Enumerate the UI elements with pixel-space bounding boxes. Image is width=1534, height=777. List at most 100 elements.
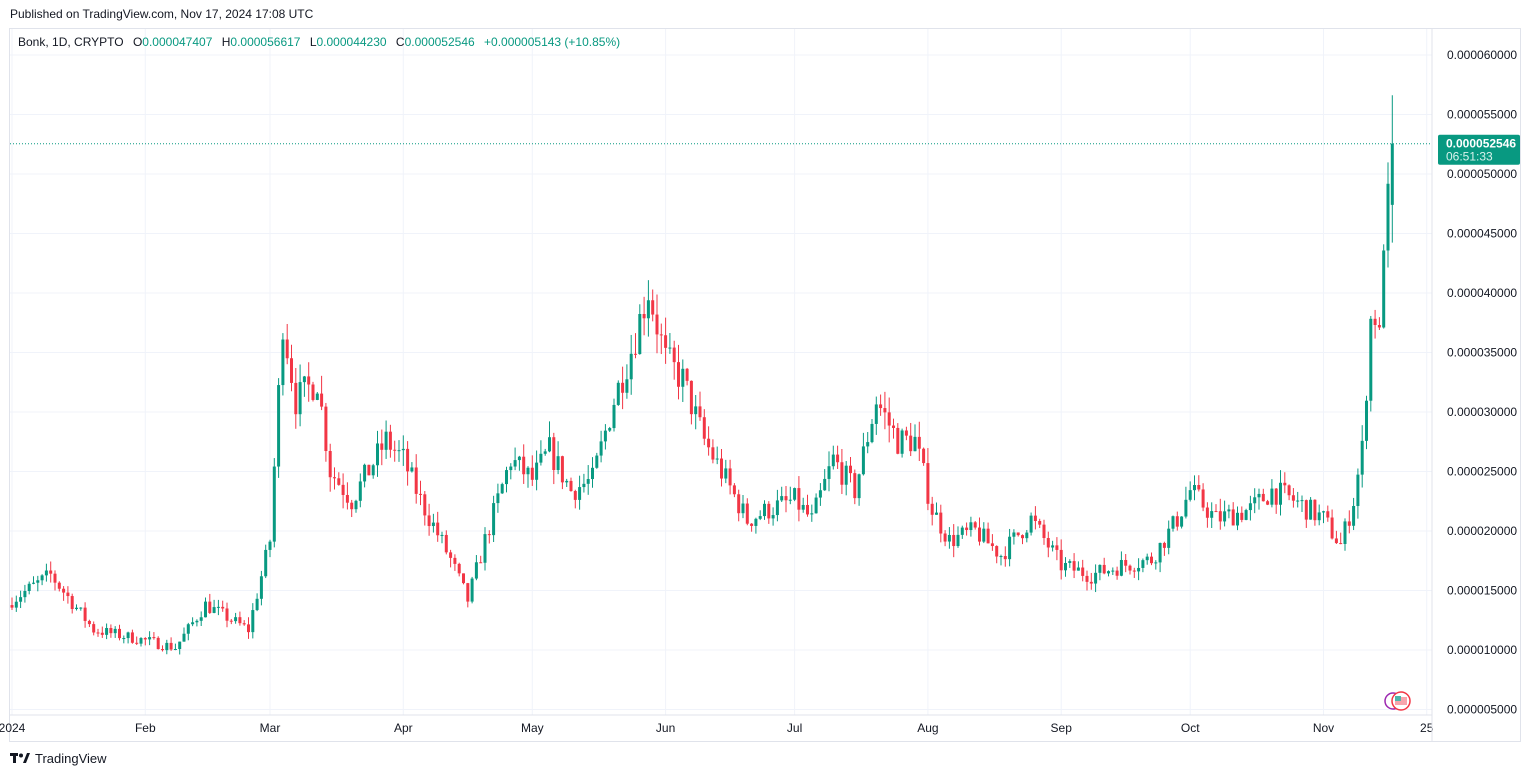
x-tick-label: Aug <box>917 721 938 735</box>
candle-down <box>720 458 723 479</box>
candle-up <box>1279 482 1282 505</box>
candle-down <box>896 427 900 454</box>
candle-up <box>259 576 263 599</box>
candle-down <box>1330 517 1334 539</box>
candle-down <box>1089 581 1093 584</box>
x-tick-label: May <box>521 721 544 735</box>
candle-up <box>1365 400 1368 441</box>
candle-up <box>44 570 48 576</box>
candle-down <box>436 522 440 536</box>
candle-up <box>668 347 672 349</box>
candle-down <box>698 406 702 418</box>
candle-up <box>204 601 207 618</box>
candle-down <box>414 467 418 494</box>
candle-up <box>724 468 728 479</box>
candle-up <box>1317 512 1321 521</box>
candle-down <box>1287 485 1291 496</box>
candle-down <box>341 484 345 495</box>
candle-down <box>1102 564 1106 574</box>
candle-down <box>1291 495 1295 501</box>
candle-down <box>1197 485 1201 490</box>
candle-down <box>109 627 113 634</box>
candle-up <box>113 628 117 634</box>
candle-up <box>999 556 1003 558</box>
candle-up <box>1382 250 1386 328</box>
candle-down <box>143 638 147 640</box>
candle-down <box>1326 511 1330 518</box>
candle-down <box>849 465 852 474</box>
candle-up <box>960 527 964 535</box>
candle-up <box>148 637 152 640</box>
candle-up <box>591 467 594 480</box>
candle-down <box>634 353 637 355</box>
candle-up <box>23 591 27 598</box>
candle-up <box>1343 521 1347 544</box>
candle-down <box>1033 515 1037 522</box>
candle-up <box>500 484 504 494</box>
candle-down <box>1042 524 1046 539</box>
candle-down <box>307 376 311 385</box>
x-tick-label: Jul <box>787 721 802 735</box>
candle-up <box>315 393 319 400</box>
candle-down <box>651 300 655 315</box>
candle-down <box>1304 500 1308 520</box>
high-value: 0.000056617 <box>230 35 301 49</box>
candle-up <box>1167 528 1171 548</box>
candle-down <box>573 491 577 500</box>
candle-down <box>96 632 100 634</box>
candle-up <box>1180 516 1184 527</box>
candle-down <box>930 503 934 515</box>
brand-name: TradingView <box>35 751 107 766</box>
candle-down <box>10 605 14 608</box>
x-tick-label: Feb <box>135 721 156 735</box>
candle-up <box>861 446 865 475</box>
tradingview-brand[interactable]: TradingView <box>10 751 107 766</box>
candle-up <box>517 456 521 461</box>
candle-down <box>393 449 397 451</box>
y-tick-label: 0.000060000 <box>1447 48 1517 62</box>
candle-down <box>1085 575 1089 582</box>
candle-down <box>1059 549 1063 571</box>
candle-up <box>474 562 478 579</box>
candle-up <box>195 620 199 623</box>
candle-down <box>324 406 328 452</box>
candle-up <box>1322 511 1325 513</box>
candle-down <box>350 502 354 510</box>
candle-up <box>818 490 822 498</box>
candle-up <box>505 470 508 485</box>
candle-up <box>1076 567 1080 571</box>
x-tick-label: Sep <box>1051 721 1073 735</box>
candle-up <box>75 607 78 610</box>
candle-up <box>1188 490 1192 500</box>
y-tick-label: 0.000045000 <box>1447 227 1517 241</box>
candle-down <box>406 448 410 472</box>
candle-up <box>1171 516 1175 529</box>
candle-up <box>603 430 607 442</box>
candle-up <box>771 515 775 519</box>
candle-down <box>943 533 947 542</box>
candle-down <box>560 456 564 483</box>
candle-down <box>737 494 741 514</box>
candle-down <box>221 606 225 609</box>
candle-down <box>449 552 453 558</box>
candle-down <box>664 335 668 348</box>
candle-down <box>917 436 921 449</box>
candle-up <box>900 430 904 454</box>
candle-down <box>462 573 465 584</box>
candle-up <box>715 458 719 460</box>
candle-up <box>1051 545 1055 548</box>
candle-down <box>1339 543 1343 545</box>
candle-up <box>302 376 306 383</box>
candle-down <box>879 404 883 409</box>
flag-canton <box>1395 696 1401 701</box>
candle-up <box>1158 542 1162 563</box>
candle-up <box>1360 440 1364 475</box>
candle-down <box>750 523 754 526</box>
candle-up <box>1119 559 1123 576</box>
candle-down <box>345 494 349 503</box>
candle-up <box>401 448 405 451</box>
y-tick-label: 0.000035000 <box>1447 346 1517 360</box>
y-tick-label: 0.000040000 <box>1447 286 1517 300</box>
x-tick-label: Apr <box>394 721 413 735</box>
